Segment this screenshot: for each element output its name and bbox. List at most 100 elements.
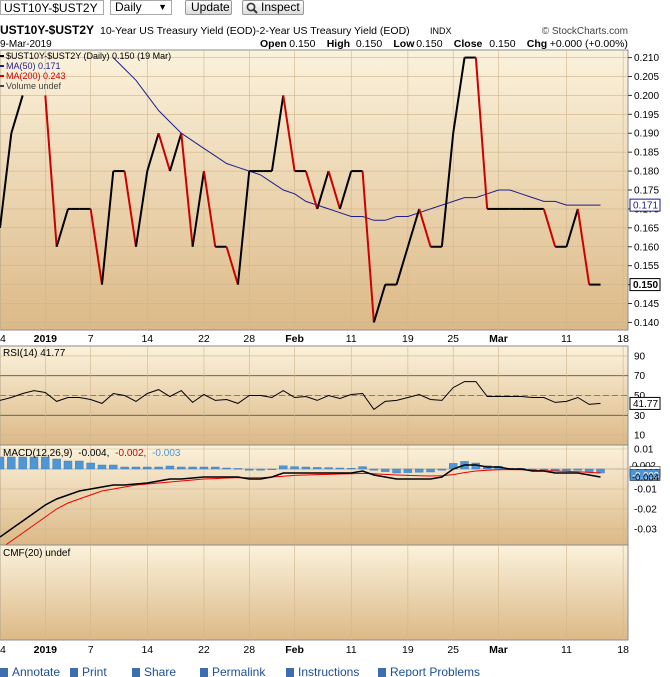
price-segment	[452, 57, 466, 134]
price-segment	[327, 170, 341, 210]
price-y-tick-label: 0.175	[634, 186, 659, 197]
ma50-line	[112, 57, 601, 221]
annotate-icon	[0, 668, 8, 677]
ma50-last-label: 0.171	[633, 201, 658, 212]
macd-histogram-bar	[75, 460, 84, 470]
annotate-link[interactable]: Annotate	[0, 667, 60, 677]
ohlc-label-3: Close	[454, 38, 483, 50]
macd-histogram-bar	[0, 456, 5, 470]
macd-histogram-bar	[584, 468, 594, 472]
rsi-y-tick-label: 50	[634, 391, 646, 402]
cmf-panel-bg	[0, 544, 629, 641]
macd-histogram-bar	[52, 458, 61, 470]
update-button[interactable]: Update	[185, 0, 232, 15]
x-tick-label: 28	[243, 333, 255, 345]
macd-histogram-bar	[301, 466, 311, 470]
price-segment	[474, 57, 489, 209]
macd-title: MACD(12,26,9) -0.004, -0.002, -0.003	[3, 448, 181, 459]
instructions-link[interactable]: Instructions	[286, 667, 359, 677]
rsi-y-tick-label: 70	[634, 371, 646, 382]
permalink-link[interactable]: Permalink	[200, 667, 265, 677]
price-segment	[202, 170, 217, 247]
price-segment	[542, 208, 557, 248]
rsi-last-label: 41.77	[633, 399, 658, 410]
price-segment	[406, 208, 421, 248]
macd-histogram-bar	[403, 468, 413, 473]
macd-histogram-bar	[143, 466, 152, 470]
price-segment	[134, 170, 149, 247]
macd-histogram-bar	[165, 465, 175, 470]
period-select[interactable]: Daily ▼	[110, 0, 172, 15]
price-y-tick-label: 0.155	[634, 261, 659, 272]
macd-histogram-bar	[347, 468, 356, 470]
price-segment	[55, 208, 69, 248]
macd-histogram-bar	[97, 464, 107, 470]
macd-histogram-bar	[415, 468, 424, 473]
stockcharts-brand: © StockCharts.com	[542, 26, 628, 37]
ohlc-value-2: 0.150	[416, 38, 442, 50]
macd-histogram-bar	[177, 466, 186, 470]
x-axis-top: 24 2019 7 14 22 28 Feb 11 19 25 Mar 11 18	[0, 333, 629, 345]
report-problems-label: Report Problems	[390, 667, 481, 677]
report-problems-link[interactable]: Report Problems	[378, 667, 480, 677]
macd-panel: -0.03-0.02-0.010.000.010.002-0.002-0.003…	[0, 444, 661, 550]
x-tick-label: 18	[617, 333, 629, 345]
macd-histogram-bar	[426, 468, 435, 473]
price-segment	[44, 95, 58, 247]
x-tick-label: 24	[0, 333, 6, 345]
x-tick-label: 11	[561, 333, 572, 345]
rsi-y-tick-label: 90	[634, 351, 646, 362]
price-segment	[0, 133, 13, 228]
share-link[interactable]: Share	[132, 667, 176, 677]
macd-histogram-bar	[199, 466, 209, 470]
period-select-value: Daily	[115, 0, 142, 14]
symbol-input[interactable]: UST10Y-$UST2Y	[0, 0, 104, 15]
price-segment	[236, 170, 251, 285]
ohlc-value-4: +0.000 (+0.00%)	[550, 38, 628, 50]
ohlc-label-4: Chg	[527, 38, 547, 50]
price-y-tick-label: 0.185	[634, 148, 659, 159]
chart-title: UST10Y-$UST2Y	[0, 23, 94, 37]
macd-histogram-bar	[573, 468, 583, 471]
share-icon	[132, 668, 140, 677]
rsi-y-tick-label: 30	[634, 411, 646, 422]
ohlc-value-0: 0.150	[289, 38, 315, 50]
inspect-button[interactable]: Inspect	[242, 0, 304, 15]
price-segment	[270, 95, 285, 172]
ohlc-row: Open 0.150 High 0.150 Low 0.150 Close 0.150 Chg +…	[260, 38, 628, 50]
x-tick-label: 22	[198, 644, 210, 656]
price-segment	[100, 170, 115, 285]
price-segment	[361, 171, 375, 323]
x-tick-label: 22	[198, 333, 210, 345]
macd-histogram-bar	[369, 468, 379, 471]
cmf-title: CMF(20) undef	[3, 548, 70, 559]
macd-histogram-bar	[41, 456, 50, 470]
macd-histogram-bar	[120, 466, 129, 470]
rsi-last-box	[629, 396, 661, 410]
macd-histogram-bar	[18, 456, 27, 470]
macd-histogram-bar	[335, 467, 345, 470]
x-tick-label: 11	[561, 644, 572, 656]
price-segment	[10, 95, 24, 134]
rsi-y-tick-label: 10	[634, 431, 646, 442]
close-last-box	[629, 278, 661, 292]
price-segment	[157, 132, 171, 172]
cmf-panel: CMF(20) undef	[0, 544, 629, 641]
macd-histogram-bar	[437, 468, 447, 471]
macd-histogram-bar	[131, 466, 141, 470]
macd-last-box-2	[629, 469, 661, 481]
rsi-title: RSI(14) 41.77	[3, 348, 66, 359]
macd-histogram-bar	[109, 464, 118, 470]
chart-date: 9-Mar-2019	[0, 39, 52, 50]
x-tick-label: 19	[402, 333, 414, 345]
x-tick-label: 18	[617, 644, 629, 656]
print-link[interactable]: Print	[70, 667, 107, 677]
price-y-tick-label: 0.210	[634, 53, 659, 64]
macd-title-signal: -0.002,	[115, 448, 146, 459]
price-y-tick-label: 0.200	[634, 91, 659, 102]
x-tick-label: 2019	[34, 333, 58, 345]
macd-y-tick-label: 0.01	[634, 445, 654, 456]
exchange-label: INDX	[430, 26, 452, 36]
toolbar: UST10Y-$UST2Y Daily ▼ Update Inspect	[0, 0, 670, 17]
macd-line	[0, 464, 601, 538]
